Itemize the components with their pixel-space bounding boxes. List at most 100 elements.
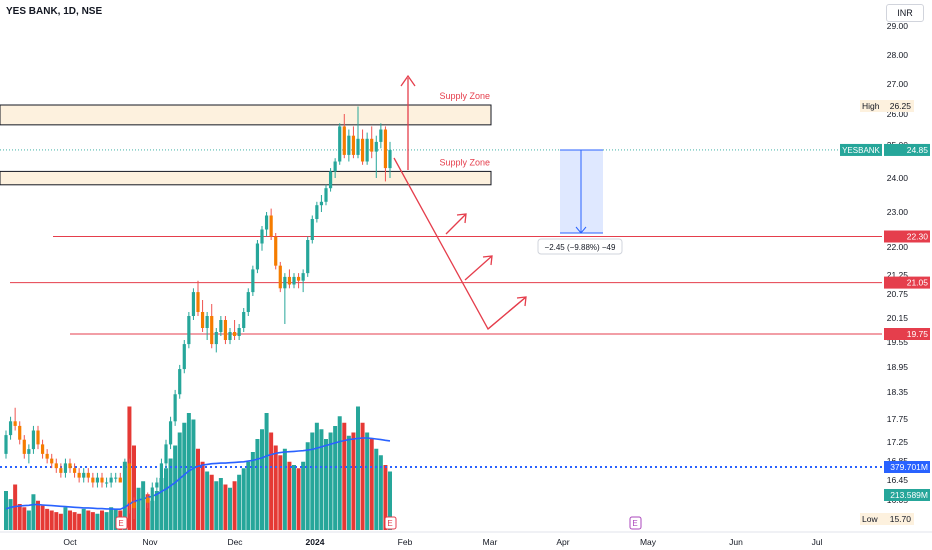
candle-body bbox=[178, 369, 182, 395]
low-tag-bg bbox=[860, 513, 914, 525]
time-tick-label: Jul bbox=[812, 537, 823, 547]
price-tick-label: 18.35 bbox=[887, 387, 909, 397]
volume-bar bbox=[86, 510, 91, 530]
candle-body bbox=[109, 477, 113, 483]
volume-bar bbox=[109, 507, 114, 530]
volume-bar bbox=[292, 465, 296, 530]
volume-bar bbox=[356, 406, 360, 530]
volume-bar bbox=[342, 422, 347, 530]
volume-bar bbox=[310, 432, 315, 530]
candle-body bbox=[164, 444, 168, 464]
volume-bar bbox=[154, 491, 159, 530]
supply-zone-label: Supply Zone bbox=[439, 91, 490, 101]
volume-bar bbox=[214, 481, 219, 530]
volume-bar bbox=[95, 513, 100, 530]
candle-body bbox=[114, 477, 118, 479]
time-tick-label: Oct bbox=[63, 537, 77, 547]
price-tick-label: 16.45 bbox=[887, 475, 909, 485]
time-tick-label: Mar bbox=[483, 537, 498, 547]
volume-bar bbox=[328, 432, 333, 530]
high-value: 26.25 bbox=[890, 101, 912, 111]
price-tick-label: 18.95 bbox=[887, 362, 909, 372]
price-tick-label: 27.00 bbox=[887, 79, 909, 89]
candle-body bbox=[36, 430, 40, 445]
earnings-marker bbox=[115, 516, 128, 530]
time-axis[interactable]: Oct Nov Dec 2024 Feb Mar Apr May Jun Jul bbox=[0, 531, 932, 547]
time-tick-label: May bbox=[640, 537, 657, 547]
candle-body bbox=[136, 502, 141, 509]
candle-body bbox=[351, 135, 356, 155]
candle-body bbox=[292, 276, 296, 285]
time-tick-label: 2024 bbox=[306, 537, 325, 547]
supply-zone-label: Supply Zone bbox=[439, 157, 490, 167]
candle-body bbox=[356, 138, 360, 155]
candle-body bbox=[360, 138, 365, 162]
candle-body bbox=[251, 269, 255, 293]
earnings-marker bbox=[629, 516, 642, 530]
price-tick-label: 29.00 bbox=[887, 21, 909, 31]
candle-body bbox=[196, 292, 200, 312]
candle-body bbox=[342, 126, 346, 155]
candle-body bbox=[370, 138, 374, 152]
price-tick-label: 20.15 bbox=[887, 313, 909, 323]
price-tick-label: 19.55 bbox=[887, 337, 909, 347]
time-tick-label: Jun bbox=[729, 537, 743, 547]
candle-body bbox=[86, 472, 90, 478]
candle-body bbox=[264, 215, 269, 230]
price-tick-label: 21.25 bbox=[887, 270, 909, 280]
candle-body bbox=[150, 487, 154, 503]
candle-body bbox=[8, 421, 13, 436]
price-tick-label: 28.00 bbox=[887, 50, 909, 60]
price-axis[interactable]: 29.0028.0027.0026.0025.0024.0023.0022.00… bbox=[840, 0, 932, 550]
price-tick-label: 26.00 bbox=[887, 109, 909, 119]
volume-bar bbox=[324, 439, 328, 530]
candle-body bbox=[324, 188, 328, 202]
earnings-marker-label: E bbox=[118, 519, 123, 528]
volume-bar bbox=[255, 439, 260, 530]
volume-bar bbox=[228, 487, 232, 530]
volume-bar bbox=[90, 512, 95, 530]
volume-bar bbox=[77, 513, 82, 530]
volume-bar bbox=[365, 432, 370, 530]
volume-bar bbox=[351, 432, 356, 530]
volume-bar bbox=[200, 461, 205, 530]
symbol-title: YES BANK, 1D, NSE bbox=[6, 6, 103, 17]
price-tick-label: 23.00 bbox=[887, 207, 909, 217]
volume-bar bbox=[333, 426, 338, 530]
candle-body bbox=[18, 425, 22, 440]
currency-button[interactable]: INR bbox=[886, 4, 924, 22]
volume-bar bbox=[346, 435, 351, 530]
candle-body bbox=[246, 292, 250, 312]
volume-bar bbox=[360, 422, 365, 530]
candle-body bbox=[132, 502, 136, 509]
price-tick-label: 24.00 bbox=[887, 173, 909, 183]
volume-bar bbox=[132, 445, 136, 530]
volume-bar bbox=[104, 512, 109, 530]
time-tick-label: Apr bbox=[556, 537, 569, 547]
volume-bar bbox=[209, 474, 214, 530]
candle-body bbox=[228, 332, 232, 340]
volume-bar bbox=[54, 512, 59, 530]
volume-bar bbox=[205, 471, 210, 530]
low-value: 15.70 bbox=[890, 514, 912, 524]
level-2-tag: 21.05 bbox=[907, 278, 929, 288]
candle-body bbox=[40, 444, 45, 454]
candle-body bbox=[191, 292, 196, 316]
volume-moving-average bbox=[5, 437, 391, 510]
candle-body bbox=[328, 171, 333, 189]
candle-body bbox=[159, 463, 164, 483]
volume-bar bbox=[237, 474, 242, 530]
candle-body bbox=[347, 135, 351, 155]
volume-bar bbox=[168, 458, 173, 530]
volume-bar bbox=[159, 478, 164, 530]
volume-bar bbox=[26, 510, 31, 530]
volume-bar bbox=[260, 429, 264, 530]
volume-bar bbox=[282, 448, 287, 530]
candle-body bbox=[223, 320, 228, 340]
price-tick-label: 20.75 bbox=[887, 289, 909, 299]
volume-bar bbox=[264, 413, 269, 530]
candle-body bbox=[283, 276, 287, 289]
volume-bar bbox=[369, 439, 374, 530]
candle-body bbox=[95, 477, 100, 483]
